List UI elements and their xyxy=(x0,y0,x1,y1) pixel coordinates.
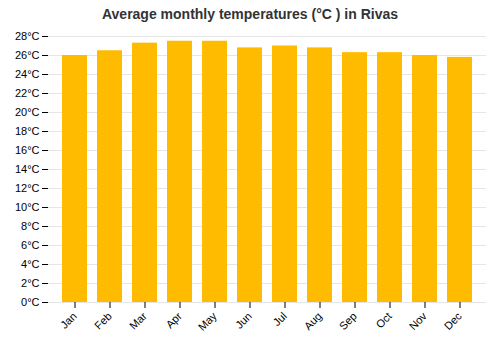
svg-text:Jul: Jul xyxy=(270,310,288,328)
svg-text:Aug: Aug xyxy=(302,310,324,332)
svg-text:2°C: 2°C xyxy=(21,277,40,289)
svg-text:24°C: 24°C xyxy=(15,68,40,80)
svg-text:12°C: 12°C xyxy=(15,182,40,194)
svg-text:10°C: 10°C xyxy=(15,201,40,213)
svg-text:Apr: Apr xyxy=(163,310,184,331)
svg-text:20°C: 20°C xyxy=(15,106,40,118)
svg-text:May: May xyxy=(196,309,220,333)
svg-text:Jan: Jan xyxy=(58,310,79,331)
svg-text:8°C: 8°C xyxy=(21,220,40,232)
svg-text:Oct: Oct xyxy=(373,310,394,331)
svg-text:28°C: 28°C xyxy=(15,30,40,42)
svg-text:Nov: Nov xyxy=(407,309,430,332)
svg-text:Dec: Dec xyxy=(442,309,465,332)
svg-text:0°C: 0°C xyxy=(21,296,40,308)
svg-text:16°C: 16°C xyxy=(15,144,40,156)
svg-text:26°C: 26°C xyxy=(15,49,40,61)
svg-text:4°C: 4°C xyxy=(21,258,40,270)
svg-text:Mar: Mar xyxy=(127,310,149,332)
svg-text:6°C: 6°C xyxy=(21,239,40,251)
svg-text:Feb: Feb xyxy=(92,310,114,332)
svg-text:18°C: 18°C xyxy=(15,125,40,137)
svg-text:Sep: Sep xyxy=(337,310,359,332)
html-text:Average monthly temperatures (: Average monthly temperatures (°C ) in Ri… xyxy=(102,6,398,22)
svg-text:22°C: 22°C xyxy=(15,87,40,99)
svg-text:Jun: Jun xyxy=(233,310,254,331)
svg-text:14°C: 14°C xyxy=(15,163,40,175)
